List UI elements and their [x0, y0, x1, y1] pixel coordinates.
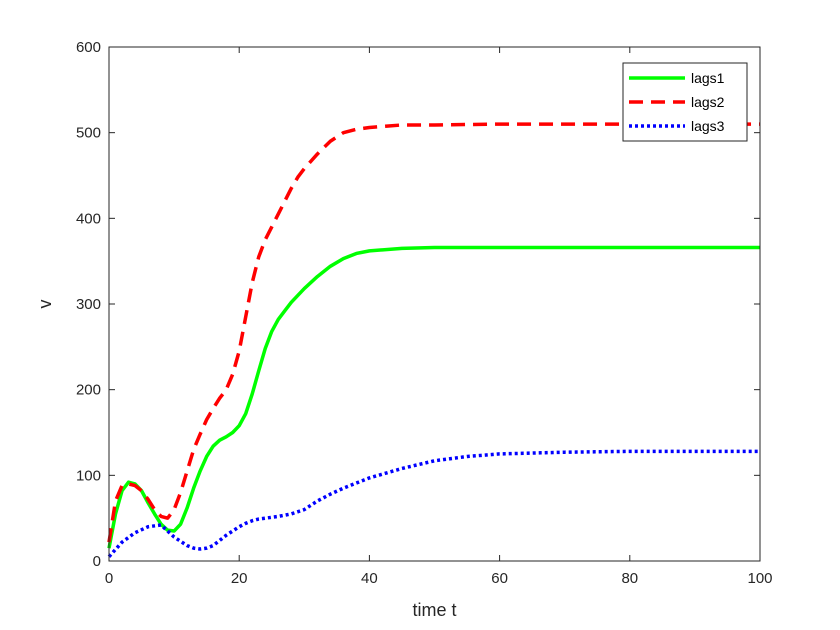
legend: lags1 lags2 lags3: [622, 62, 748, 142]
series-line-lags2: [107, 122, 760, 543]
y-ticks: 0 100 200 300 400 500 600: [76, 39, 760, 570]
y-tick-label: 100: [76, 467, 101, 484]
x-tick-label: 20: [231, 570, 248, 587]
x-axis-label: time t: [412, 600, 456, 620]
y-tick-label: 0: [93, 553, 101, 570]
x-tick-label: 100: [747, 570, 772, 587]
legend-label-lags3: lags3: [691, 118, 725, 134]
y-tick-label: 300: [76, 296, 101, 313]
y-axis-label: v: [35, 300, 55, 309]
x-tick-label: 40: [361, 570, 378, 587]
y-tick-label: 500: [76, 125, 101, 142]
x-tick-label: 60: [491, 570, 508, 587]
y-tick-label: 600: [76, 39, 101, 56]
x-tick-label: 0: [105, 570, 113, 587]
legend-label-lags1: lags1: [691, 70, 725, 86]
series-line-lags1: [107, 245, 760, 549]
y-tick-label: 200: [76, 382, 101, 399]
legend-label-lags2: lags2: [691, 94, 725, 110]
series-line-lags3: [107, 449, 760, 558]
x-ticks: 0 20 40 60 80 100: [105, 47, 773, 587]
y-tick-label: 400: [76, 210, 101, 227]
series-layer: [107, 122, 760, 558]
x-tick-label: 80: [621, 570, 638, 587]
